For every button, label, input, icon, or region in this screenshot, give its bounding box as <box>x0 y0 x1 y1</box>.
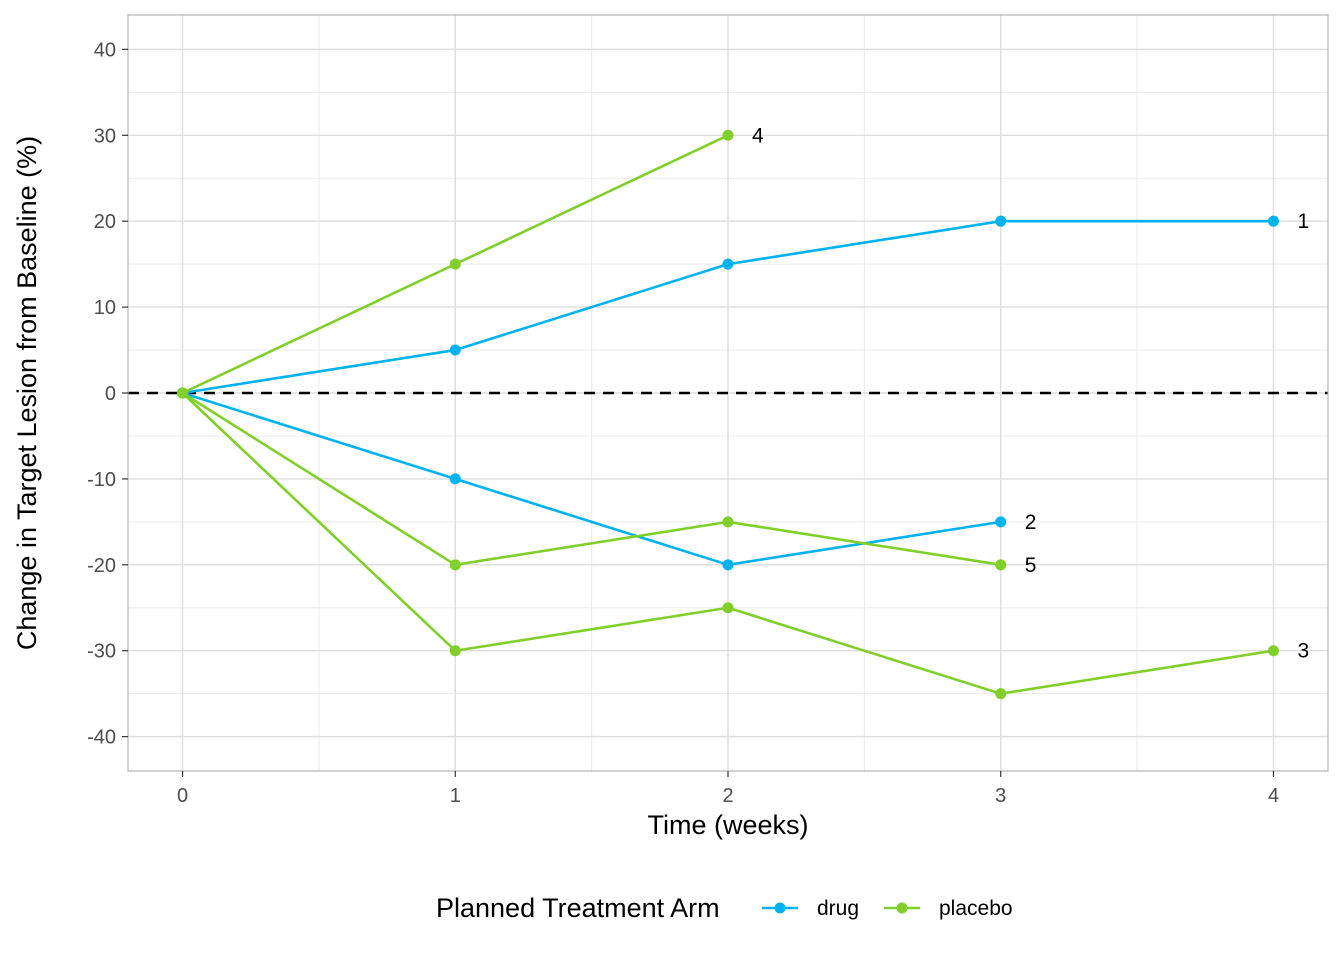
x-tick-label: 3 <box>995 785 1006 807</box>
series-line-5 <box>181 391 1001 567</box>
data-point <box>449 645 461 657</box>
y-tick-label: 0 <box>105 383 116 405</box>
legend-label: drug <box>817 897 859 920</box>
legend-items: drug placebo <box>762 897 1013 920</box>
legend-label: placebo <box>939 897 1013 920</box>
data-point <box>995 688 1007 700</box>
data-point <box>722 602 734 614</box>
y-axis-label: Change in Target Lesion from Baseline (%… <box>12 136 42 650</box>
legend-key-point <box>896 902 908 914</box>
data-point <box>1267 645 1279 657</box>
data-point <box>722 516 734 528</box>
series-end-label: 5 <box>1025 554 1037 577</box>
series-4: 4 <box>177 124 764 399</box>
y-tick-label: 30 <box>94 125 116 147</box>
y-tick-label: -20 <box>87 555 116 577</box>
series-end-label: 2 <box>1025 511 1037 534</box>
series-group: 1 2 3 4 5 <box>177 124 1309 700</box>
data-point <box>995 516 1007 528</box>
x-tick-label: 0 <box>177 785 188 807</box>
series-end-label: 3 <box>1297 640 1309 663</box>
y-tick-label: 10 <box>94 297 116 319</box>
legend-key-point <box>774 902 786 914</box>
data-point <box>449 559 461 571</box>
legend-title: Planned Treatment Arm <box>436 893 720 923</box>
data-point <box>722 129 734 141</box>
series-end-label: 4 <box>752 124 764 147</box>
data-point <box>449 473 461 485</box>
legend-item-placebo: placebo <box>884 897 1013 920</box>
y-tick-label: 20 <box>94 211 116 233</box>
legend-item-drug: drug <box>762 897 859 920</box>
y-tick-label: -30 <box>87 641 116 663</box>
x-tick-label: 4 <box>1268 785 1279 807</box>
y-tick-label: 40 <box>94 39 116 61</box>
data-point <box>722 258 734 270</box>
x-axis-label: Time (weeks) <box>647 810 808 840</box>
series-end-label: 1 <box>1297 210 1309 233</box>
y-tick-label: -10 <box>87 469 116 491</box>
data-point <box>449 344 461 356</box>
y-axis-ticks: -40 -30 -20 -10 0 10 20 30 40 <box>87 39 128 749</box>
legend: Planned Treatment Arm drug placebo <box>436 893 1013 923</box>
data-point <box>995 215 1007 227</box>
x-axis-ticks: 0 1 2 3 4 <box>177 771 1279 807</box>
series-5: 5 <box>177 387 1037 577</box>
x-tick-label: 2 <box>722 785 733 807</box>
y-tick-label: -40 <box>87 727 116 749</box>
series-1: 1 <box>177 210 1309 399</box>
data-point <box>722 559 734 571</box>
data-point <box>177 387 189 399</box>
data-point <box>1267 215 1279 227</box>
data-point <box>995 559 1007 571</box>
x-tick-label: 1 <box>450 785 461 807</box>
data-point <box>449 258 461 270</box>
